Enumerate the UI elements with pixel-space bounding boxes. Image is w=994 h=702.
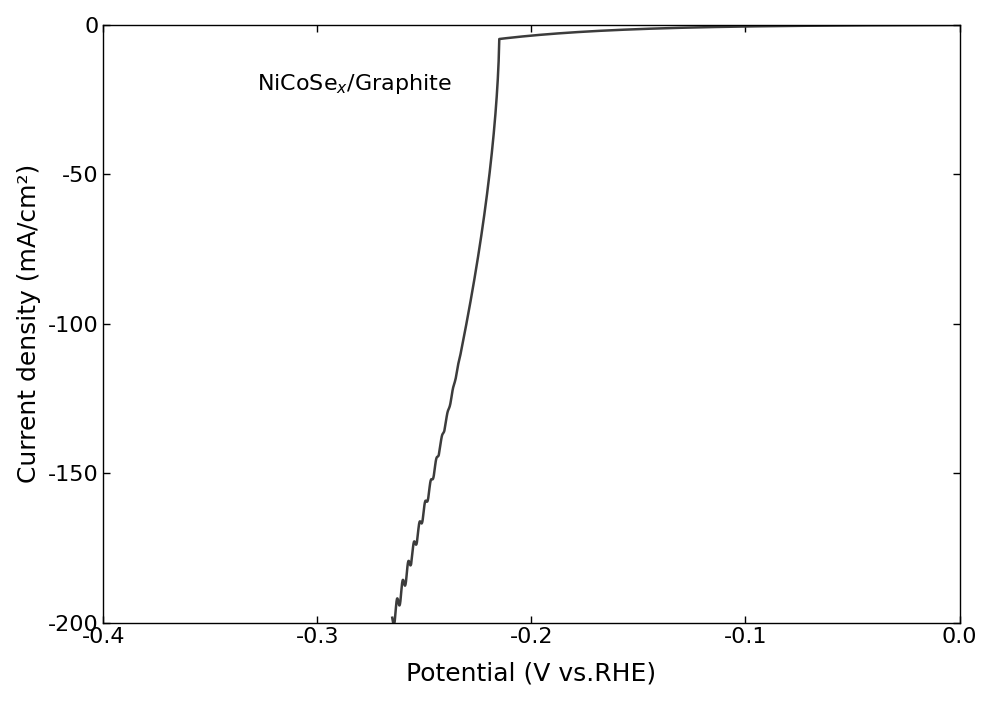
X-axis label: Potential (V vs.RHE): Potential (V vs.RHE) — [407, 661, 656, 685]
Text: NiCoSe$_x$/Graphite: NiCoSe$_x$/Graphite — [257, 72, 452, 96]
Y-axis label: Current density (mA/cm²): Current density (mA/cm²) — [17, 164, 41, 483]
